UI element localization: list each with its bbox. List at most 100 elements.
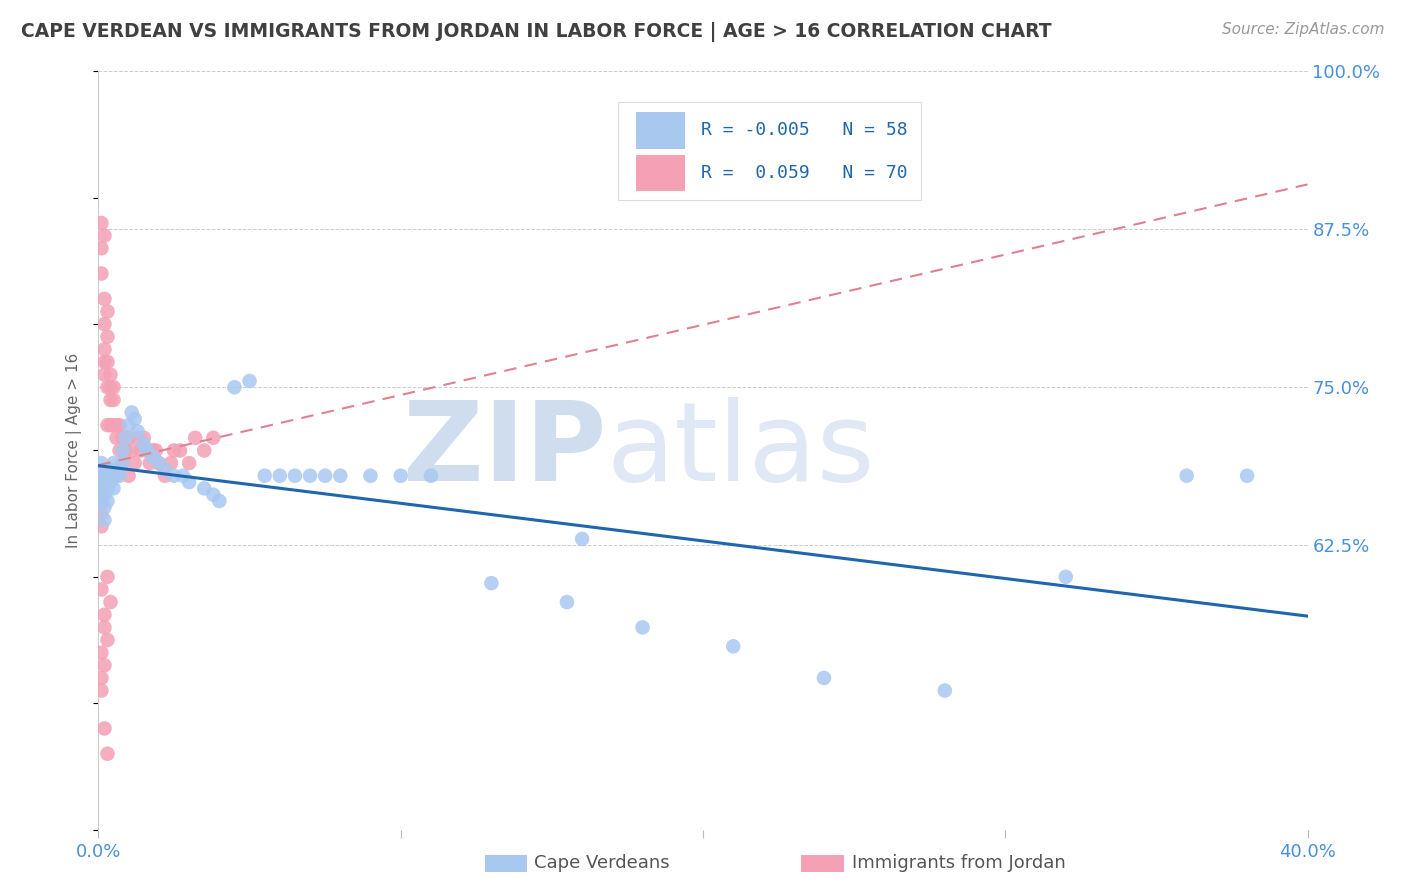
Point bbox=[111, 443, 134, 458]
Point bbox=[121, 443, 143, 458]
Point bbox=[90, 494, 112, 508]
Point bbox=[93, 228, 115, 243]
Point bbox=[121, 406, 143, 420]
Point bbox=[105, 431, 128, 445]
Point bbox=[202, 431, 225, 445]
Point bbox=[148, 456, 170, 470]
Point bbox=[93, 513, 115, 527]
Point bbox=[90, 216, 112, 230]
Point bbox=[118, 431, 141, 445]
Point bbox=[631, 620, 654, 634]
Point bbox=[108, 468, 131, 483]
Point bbox=[360, 468, 382, 483]
Point bbox=[103, 392, 125, 407]
Point bbox=[269, 468, 291, 483]
Bar bbox=[619, 102, 921, 201]
Point bbox=[93, 475, 115, 489]
Point bbox=[103, 380, 125, 394]
Point bbox=[813, 671, 835, 685]
Point bbox=[208, 494, 231, 508]
Point bbox=[93, 658, 115, 673]
Point bbox=[571, 532, 593, 546]
Point bbox=[153, 468, 176, 483]
Point bbox=[100, 468, 122, 483]
Point bbox=[96, 482, 118, 496]
Point bbox=[127, 425, 149, 439]
Point bbox=[93, 355, 115, 369]
Point bbox=[108, 418, 131, 433]
Point bbox=[127, 431, 149, 445]
Point bbox=[148, 456, 170, 470]
Point bbox=[96, 330, 118, 344]
Point bbox=[90, 482, 112, 496]
Point bbox=[723, 640, 745, 654]
Point bbox=[142, 450, 165, 464]
Point bbox=[100, 392, 122, 407]
Point bbox=[420, 468, 443, 483]
Point bbox=[132, 431, 155, 445]
Point bbox=[96, 380, 118, 394]
Point bbox=[179, 475, 201, 489]
Point bbox=[202, 488, 225, 502]
Point bbox=[100, 380, 122, 394]
Point bbox=[160, 456, 183, 470]
Point bbox=[90, 482, 112, 496]
Point bbox=[1236, 468, 1258, 483]
Text: CAPE VERDEAN VS IMMIGRANTS FROM JORDAN IN LABOR FORCE | AGE > 16 CORRELATION CHA: CAPE VERDEAN VS IMMIGRANTS FROM JORDAN I… bbox=[21, 22, 1052, 42]
Point bbox=[90, 646, 112, 660]
Y-axis label: In Labor Force | Age > 16: In Labor Force | Age > 16 bbox=[66, 353, 83, 548]
Point bbox=[93, 722, 115, 736]
Point bbox=[90, 582, 112, 597]
Point bbox=[96, 468, 118, 483]
Point bbox=[93, 620, 115, 634]
Point bbox=[111, 456, 134, 470]
Point bbox=[124, 412, 146, 426]
Point bbox=[118, 468, 141, 483]
Point bbox=[142, 443, 165, 458]
Point bbox=[103, 468, 125, 483]
Point bbox=[114, 443, 136, 458]
Point bbox=[93, 500, 115, 515]
Point bbox=[90, 494, 112, 508]
Point bbox=[114, 431, 136, 445]
Point bbox=[90, 267, 112, 281]
Point bbox=[163, 468, 186, 483]
Point bbox=[139, 456, 162, 470]
Point bbox=[93, 343, 115, 357]
Point bbox=[239, 374, 262, 388]
Point bbox=[934, 683, 956, 698]
Point bbox=[118, 418, 141, 433]
Point bbox=[93, 488, 115, 502]
Point bbox=[224, 380, 246, 394]
Point bbox=[93, 292, 115, 306]
Point bbox=[93, 317, 115, 331]
Point bbox=[481, 576, 503, 591]
Point bbox=[111, 456, 134, 470]
Point bbox=[90, 683, 112, 698]
Point bbox=[193, 482, 215, 496]
Point bbox=[90, 507, 112, 521]
Point bbox=[299, 468, 322, 483]
Text: Cape Verdeans: Cape Verdeans bbox=[534, 855, 669, 872]
Point bbox=[96, 304, 118, 318]
Point bbox=[184, 431, 207, 445]
Bar bbox=[637, 155, 685, 191]
Point bbox=[90, 468, 112, 483]
Text: Source: ZipAtlas.com: Source: ZipAtlas.com bbox=[1222, 22, 1385, 37]
Point bbox=[96, 355, 118, 369]
Text: R = -0.005   N = 58: R = -0.005 N = 58 bbox=[700, 121, 907, 139]
Point bbox=[100, 368, 122, 382]
Point bbox=[135, 443, 157, 458]
Bar bbox=[637, 112, 685, 149]
Point bbox=[163, 443, 186, 458]
Point bbox=[105, 418, 128, 433]
Point bbox=[100, 595, 122, 609]
Point bbox=[90, 519, 112, 533]
Point bbox=[389, 468, 412, 483]
Point bbox=[129, 443, 152, 458]
Point bbox=[96, 747, 118, 761]
Point bbox=[103, 468, 125, 483]
Point bbox=[103, 456, 125, 470]
Point bbox=[172, 468, 194, 483]
Point bbox=[90, 241, 112, 255]
